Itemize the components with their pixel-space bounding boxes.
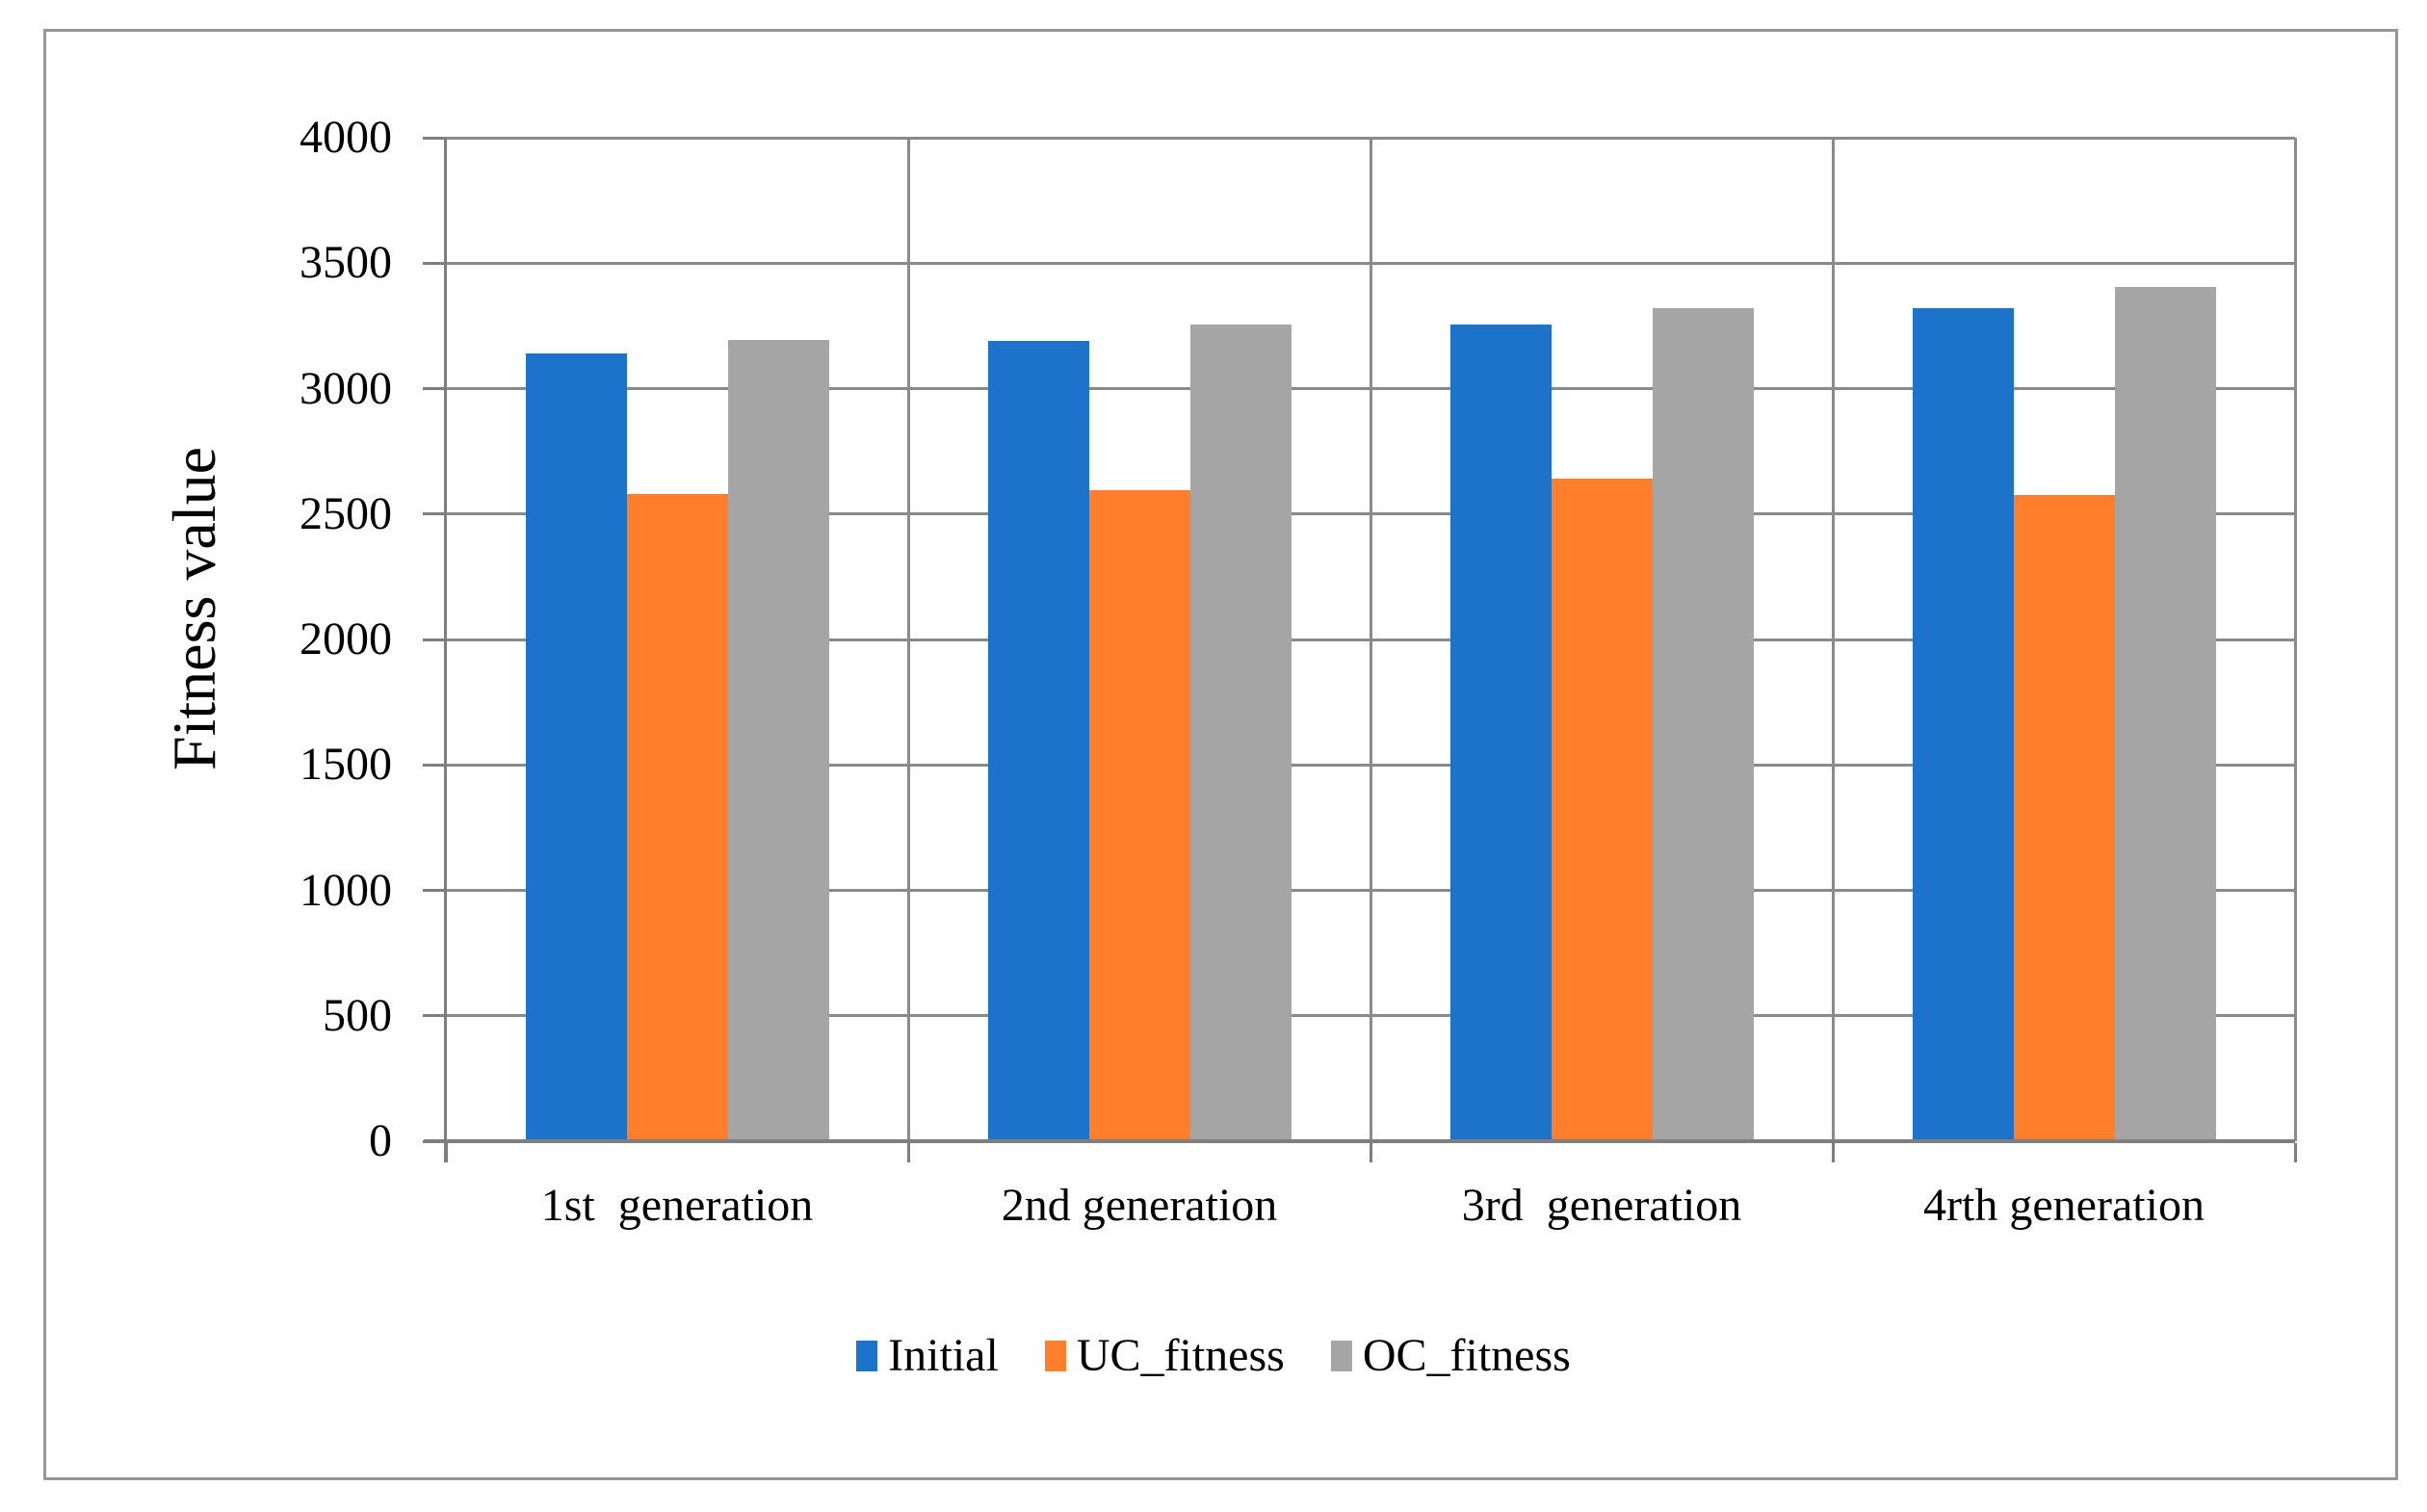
y-tick-label-1500: 1500 (300, 739, 392, 791)
bar-initial-1st-generation (526, 353, 627, 1141)
category-label-2: 2nd generation (1001, 1180, 1278, 1231)
y-tick-500 (423, 1014, 446, 1018)
bar-oc-fitness-1st-generation (728, 339, 829, 1141)
bar-initial-3rd-generation (1450, 325, 1552, 1141)
bar-initial-4rth-generation (1913, 308, 2014, 1141)
category-label-1: 1st generation (540, 1180, 814, 1231)
y-tick-2500 (423, 512, 446, 516)
y-tick-label-500: 500 (323, 989, 392, 1041)
legend-label-oc-fitness: OC_fitness (1362, 1330, 1571, 1381)
y-tick-1500 (423, 763, 446, 767)
y-tick-3500 (423, 261, 446, 265)
gridline-col-4 (2293, 138, 2297, 1141)
y-tick-label-4000: 4000 (300, 112, 392, 163)
bar-uc-fitness-3rd-generation (1552, 479, 1653, 1141)
y-tick-label-3500: 3500 (300, 237, 392, 289)
category-label-3: 3rd generation (1461, 1180, 1742, 1231)
figure-border (43, 29, 2398, 1480)
x-axis-line (424, 1139, 2295, 1143)
legend-marker-uc-fitness (1044, 1341, 1066, 1371)
category-label-4: 4rth generation (1923, 1180, 2205, 1231)
bar-oc-fitness-2nd-generation (1190, 325, 1292, 1141)
x-tick-2 (1369, 1143, 1372, 1162)
gridline-col-2 (1369, 138, 1372, 1141)
y-tick-1000 (423, 889, 446, 892)
y-tick-4000 (423, 136, 446, 140)
legend-item-initial: Initial (856, 1331, 999, 1381)
bar-uc-fitness-2nd-generation (1089, 490, 1190, 1141)
y-tick-label-2500: 2500 (300, 487, 392, 539)
bar-uc-fitness-1st-generation (627, 493, 728, 1141)
x-tick-3 (1831, 1143, 1835, 1162)
y-axis-line (444, 138, 447, 1162)
bar-oc-fitness-4rth-generation (2115, 286, 2216, 1141)
gridline-col-3 (1831, 138, 1835, 1141)
x-tick-4 (2293, 1143, 2297, 1162)
bar-oc-fitness-3rd-generation (1653, 308, 1754, 1141)
bar-uc-fitness-4rth-generation (2014, 495, 2115, 1141)
legend-item-oc-fitness: OC_fitness (1330, 1330, 1571, 1381)
legend-marker-initial (856, 1341, 878, 1371)
y-tick-label-1000: 1000 (300, 864, 392, 916)
legend-label-uc-fitness: UC_fitness (1076, 1330, 1285, 1381)
y-tick-label-3000: 3000 (300, 362, 392, 414)
legend: Initial UC_fitness OC_fitness (0, 1331, 2427, 1381)
legend-item-uc-fitness: UC_fitness (1044, 1330, 1285, 1381)
y-tick-2000 (423, 638, 446, 641)
legend-label-initial: Initial (888, 1330, 999, 1381)
y-tick-label-2000: 2000 (300, 613, 392, 665)
y-tick-3000 (423, 387, 446, 390)
legend-marker-oc-fitness (1330, 1341, 1352, 1371)
x-tick-1 (906, 1143, 910, 1162)
y-tick-label-0: 0 (369, 1115, 392, 1166)
bar-initial-2nd-generation (988, 341, 1089, 1141)
gridline-col-1 (906, 138, 910, 1141)
